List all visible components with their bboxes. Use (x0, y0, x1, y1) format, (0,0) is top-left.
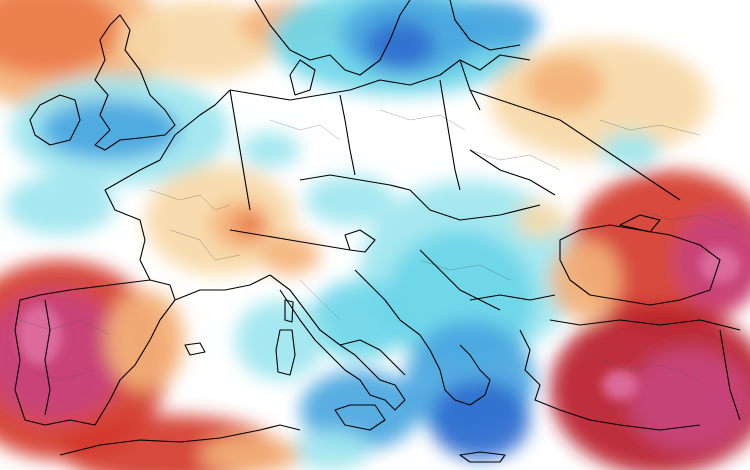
region-border-anatolia (599, 359, 701, 381)
cold-anomaly-germany (240, 132, 300, 168)
country-borders (14, 0, 741, 463)
warm-anomaly-romania (550, 240, 620, 320)
cold-anomaly-sicily (290, 430, 370, 470)
hot-core-caucasus (700, 247, 740, 283)
cold-anomaly-ukraine-north (600, 132, 660, 168)
cold-anomaly-adriatic (310, 280, 410, 360)
region-border-spain-2 (29, 369, 96, 381)
border-balkans (419, 249, 501, 311)
border-spain-portugal (44, 299, 51, 416)
coastline-great-britain (94, 14, 176, 151)
cold-anomaly-aegean (430, 380, 530, 460)
border-alps (229, 229, 351, 251)
coastline-balearics (184, 342, 206, 356)
border-ukraine-west (469, 149, 556, 196)
coastline-baltic-south (229, 54, 531, 101)
warm-anomaly-north-sea (120, 0, 280, 80)
coastline-gulf-of-lion (174, 274, 271, 301)
region-border-caucasus (639, 209, 741, 231)
border-slovenia (344, 229, 376, 253)
region-border-france-2 (169, 229, 241, 261)
cold-anomaly-biscay (5, 175, 115, 235)
coastline-norway-sweden (254, 0, 411, 76)
warm-anomaly-belarus (525, 57, 605, 113)
warm-anomaly-dobruja (515, 202, 565, 238)
coastline-adriatic-east (354, 269, 431, 351)
hot-anomaly-anatolia-core (630, 350, 750, 450)
coastline-greece (429, 344, 491, 406)
cold-anomaly-finland (450, 0, 540, 50)
coastline-italy (269, 274, 406, 411)
cold-anomaly-central-europe (305, 175, 395, 225)
coastline-denmark (289, 59, 316, 96)
border-france-germany (229, 89, 251, 211)
warm-anomaly-russia-north (490, 40, 710, 160)
border-czech-austria (299, 174, 411, 191)
coastline-finland (449, 0, 521, 51)
coastline-crete (459, 451, 506, 463)
warm-anomaly-north-africa-east (200, 435, 300, 470)
region-border-spain-1 (19, 319, 111, 336)
coastline-sardinia (275, 329, 296, 376)
coastline-italy-heel (339, 339, 406, 376)
coastline-anatolia-north (549, 319, 741, 331)
warm-anomaly-iberia-east (105, 290, 185, 390)
border-bulgaria (469, 294, 556, 301)
border-turkey-east (719, 329, 741, 421)
hot-core-iberia (18, 305, 62, 365)
coastline-sicily (334, 404, 386, 431)
coastline-black-sea (559, 224, 721, 306)
region-border-russia (599, 119, 701, 136)
region-border-italy (299, 279, 341, 321)
coastline-iberia (14, 279, 176, 426)
border-ukraine-russia (559, 119, 681, 201)
region-border-france-1 (149, 189, 231, 211)
coastline-france-west (104, 89, 231, 281)
core-layer (18, 247, 740, 400)
border-germany-poland (339, 94, 356, 176)
region-borders (19, 109, 741, 381)
region-border-poland (379, 109, 466, 131)
coastline-crimea (619, 214, 661, 233)
region-border-germany (269, 119, 341, 141)
border-belarus (469, 89, 561, 121)
region-border-ukraine (469, 149, 561, 171)
warm-anomaly-alps (260, 235, 320, 275)
cold-anomaly-baltic-deep (365, 20, 435, 70)
coastline-aegean-east (519, 329, 701, 431)
border-hungary-romania (409, 189, 541, 221)
coastline-ireland (29, 94, 81, 146)
coastline-north-africa (59, 424, 301, 456)
hot-core-anatolia (602, 370, 638, 400)
cold-anomaly-tyrrhenian (235, 300, 325, 380)
warm-anomaly-atlantic-core (0, 0, 120, 75)
coastline-corsica (284, 299, 294, 323)
border-poland-east (439, 79, 461, 191)
